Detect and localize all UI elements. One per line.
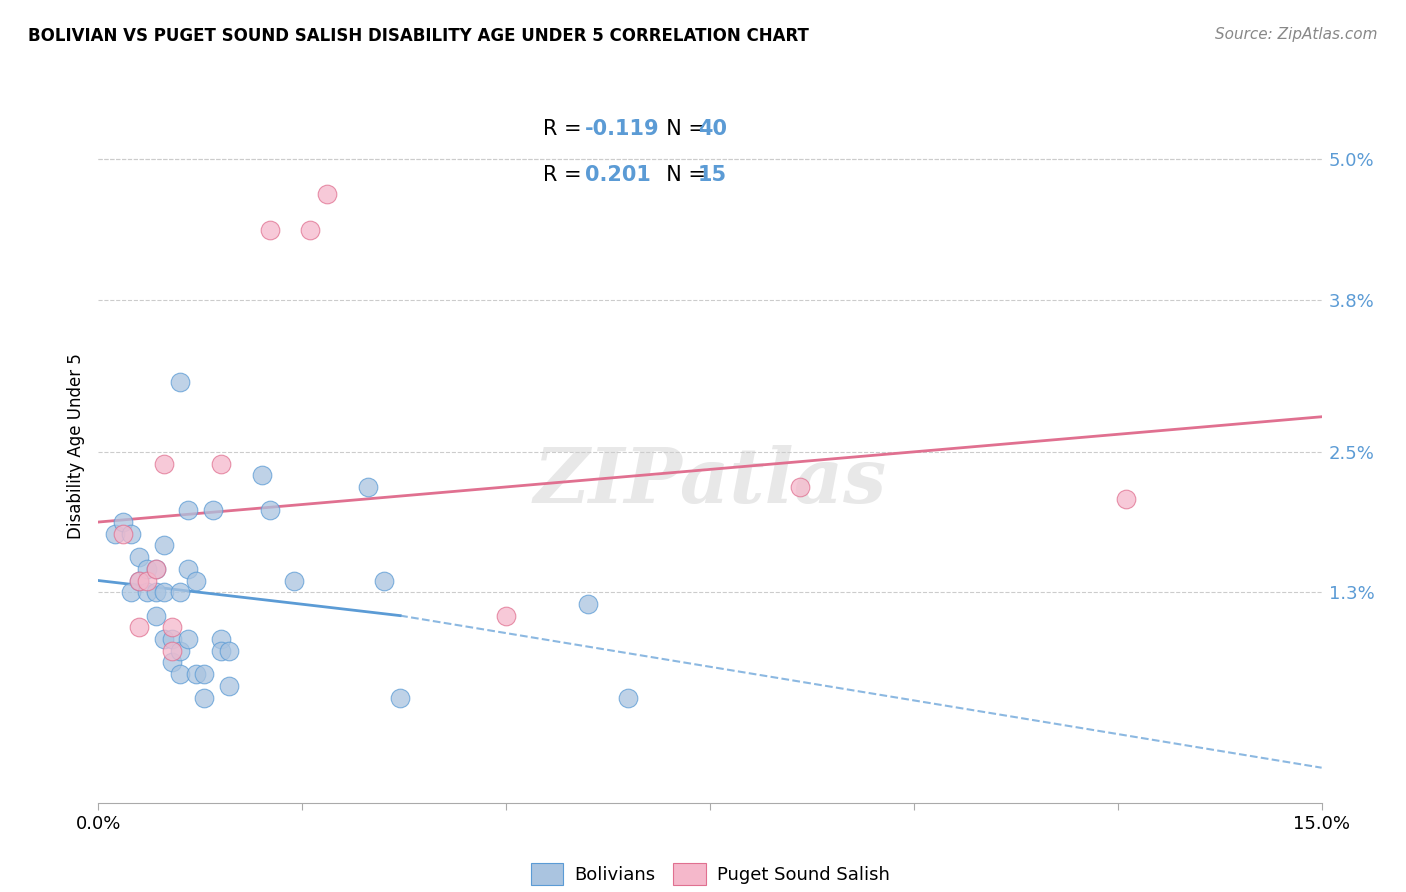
Text: 15: 15: [697, 164, 727, 185]
Point: [283, 574, 305, 588]
Point: [120, 585, 142, 599]
Point: [617, 690, 640, 705]
Point: [356, 480, 378, 494]
Text: N =: N =: [652, 164, 713, 185]
Point: [177, 503, 200, 517]
Point: [128, 620, 150, 634]
Point: [160, 620, 183, 634]
Point: [177, 562, 200, 576]
Text: Source: ZipAtlas.com: Source: ZipAtlas.com: [1215, 27, 1378, 42]
Point: [201, 503, 224, 517]
Text: N =: N =: [652, 119, 713, 139]
Point: [186, 574, 208, 588]
Point: [152, 585, 174, 599]
Point: [120, 526, 142, 541]
Point: [145, 562, 167, 576]
Text: 0.201: 0.201: [585, 164, 651, 185]
Point: [136, 562, 159, 576]
Legend: Bolivians, Puget Sound Salish: Bolivians, Puget Sound Salish: [522, 854, 898, 892]
Point: [299, 222, 322, 236]
Point: [218, 679, 240, 693]
Point: [145, 585, 167, 599]
Point: [152, 538, 174, 552]
Point: [128, 574, 150, 588]
Text: 40: 40: [697, 119, 727, 139]
Point: [259, 222, 281, 236]
Point: [136, 574, 159, 588]
Point: [111, 526, 134, 541]
Point: [128, 550, 150, 565]
Point: [111, 515, 134, 529]
Point: [209, 457, 232, 471]
Point: [145, 562, 167, 576]
Point: [259, 503, 281, 517]
Point: [145, 608, 167, 623]
Point: [186, 667, 208, 681]
Point: [209, 644, 232, 658]
Point: [209, 632, 232, 646]
Point: [152, 457, 174, 471]
Point: [169, 585, 191, 599]
Text: R =: R =: [543, 119, 588, 139]
Point: [495, 608, 517, 623]
Text: BOLIVIAN VS PUGET SOUND SALISH DISABILITY AGE UNDER 5 CORRELATION CHART: BOLIVIAN VS PUGET SOUND SALISH DISABILIT…: [28, 27, 808, 45]
Point: [169, 375, 191, 389]
Point: [128, 574, 150, 588]
Point: [576, 597, 599, 611]
Point: [218, 644, 240, 658]
Point: [193, 667, 215, 681]
Point: [136, 585, 159, 599]
Point: [177, 632, 200, 646]
Y-axis label: Disability Age Under 5: Disability Age Under 5: [66, 353, 84, 539]
Point: [250, 468, 273, 483]
Point: [152, 632, 174, 646]
Point: [193, 690, 215, 705]
Point: [104, 526, 127, 541]
Point: [160, 656, 183, 670]
Point: [373, 574, 395, 588]
Point: [169, 667, 191, 681]
Point: [160, 644, 183, 658]
Point: [389, 690, 412, 705]
Text: R =: R =: [543, 164, 588, 185]
Text: ZIPatlas: ZIPatlas: [533, 445, 887, 518]
Point: [789, 480, 811, 494]
Point: [1115, 491, 1137, 506]
Text: -0.119: -0.119: [585, 119, 659, 139]
Point: [169, 644, 191, 658]
Point: [160, 632, 183, 646]
Point: [315, 187, 337, 202]
